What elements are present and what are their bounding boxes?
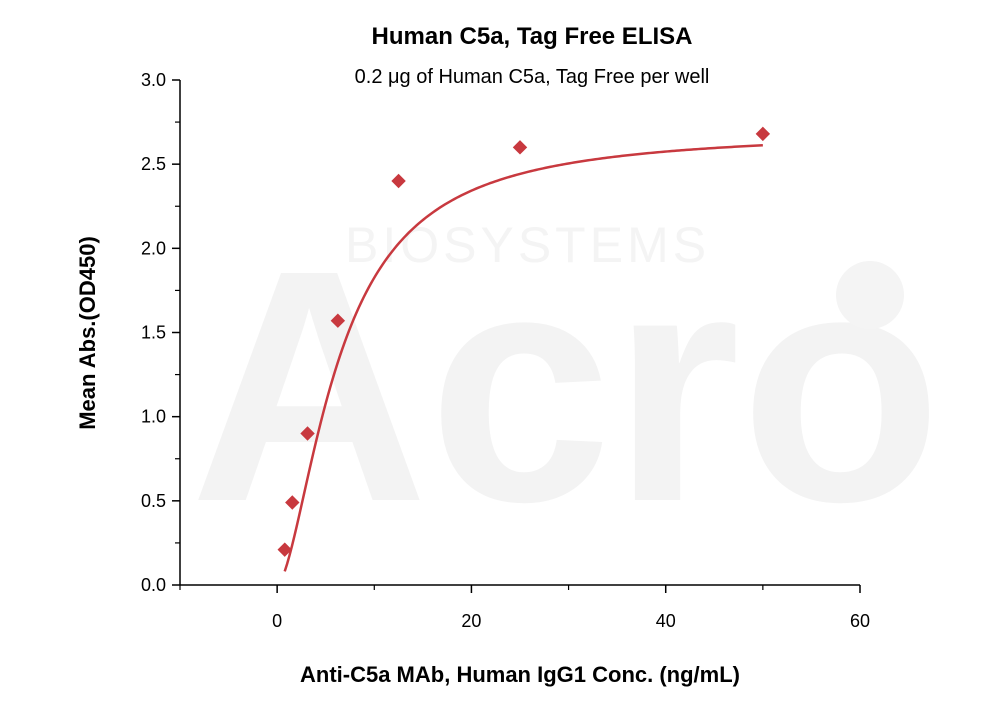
x-tick-label: 0 (272, 611, 282, 631)
data-point (300, 426, 315, 441)
y-tick-label: 2.5 (141, 154, 166, 174)
chart-title: Human C5a, Tag Free ELISA (372, 23, 693, 50)
watermark-logo-text: Acro (190, 201, 942, 570)
x-tick-label: 40 (656, 611, 676, 631)
y-tick-label: 0.5 (141, 491, 166, 511)
data-point (330, 313, 346, 328)
y-tick-label: 1.0 (141, 407, 166, 427)
y-tick-label: 3.0 (141, 70, 166, 90)
watermark: Acro BIOSYSTEMS (190, 201, 942, 570)
y-axis-ticks: 0.0 0.5 1.0 1.5 2.0 2.5 3.0 (141, 70, 180, 595)
x-axis-label: Anti-C5a MAb, Human IgG1 Conc. (ng/mL) (300, 662, 740, 687)
fit-curve-layer (283, 144, 763, 572)
fit-curve (283, 144, 763, 572)
watermark-dot (836, 261, 904, 329)
x-tick-label: 20 (461, 611, 481, 631)
y-tick-label: 1.5 (141, 323, 166, 343)
x-axis-ticks: 0 20 40 60 (179, 585, 870, 631)
data-point (512, 140, 528, 155)
data-point (755, 126, 771, 142)
y-axis-label: Mean Abs.(OD450) (75, 236, 100, 430)
y-tick-label: 2.0 (141, 238, 166, 258)
data-point (391, 173, 406, 189)
chart-subtitle: 0.2 μg of Human C5a, Tag Free per well (355, 66, 710, 88)
x-tick-label: 60 (850, 611, 870, 631)
data-points-layer (277, 126, 771, 557)
watermark-subtext: BIOSYSTEMS (345, 217, 710, 273)
data-point (277, 542, 292, 557)
data-point (285, 495, 300, 510)
y-tick-label: 0.0 (141, 575, 166, 595)
